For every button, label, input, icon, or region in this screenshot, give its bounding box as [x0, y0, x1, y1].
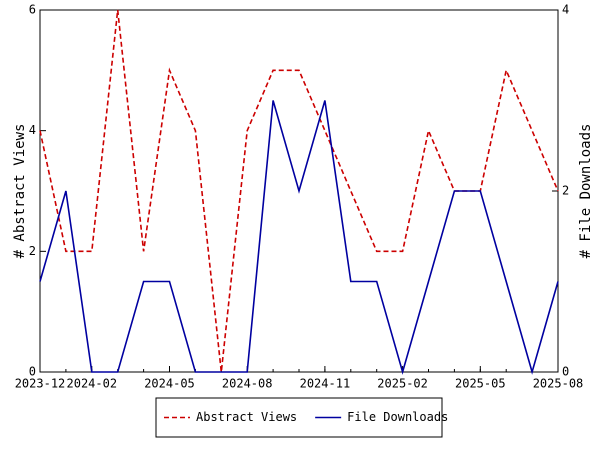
x-tick-label: 2025-02 [377, 377, 428, 391]
series-line [39, 100, 559, 375]
legend-box [155, 397, 443, 438]
y2-axis-title: # File Downloads [578, 124, 594, 259]
x-tick-label: 2023-12 [15, 377, 66, 391]
y-tick-label: 6 [29, 3, 36, 17]
x-tick-label: 2024-08 [222, 377, 273, 391]
y2-tick-label: 2 [562, 184, 569, 198]
y2-tick-label: 4 [562, 3, 569, 17]
x-tick-label: 2024-11 [300, 377, 351, 391]
y-tick-label: 0 [29, 365, 36, 379]
y2-tick-label: 0 [562, 365, 569, 379]
x-tick-label: 2024-05 [144, 377, 195, 391]
y-tick-label: 2 [29, 244, 36, 258]
x-tick-label: 2024-02 [67, 377, 118, 391]
legend-label: File Downloads [347, 410, 448, 424]
legend-label: Abstract Views [196, 410, 297, 424]
x-tick-label: 2025-08 [533, 377, 584, 391]
y-tick-label: 4 [29, 123, 36, 137]
y-axis-title: # Abstract Views [12, 124, 28, 259]
x-tick-label: 2025-05 [455, 377, 506, 391]
